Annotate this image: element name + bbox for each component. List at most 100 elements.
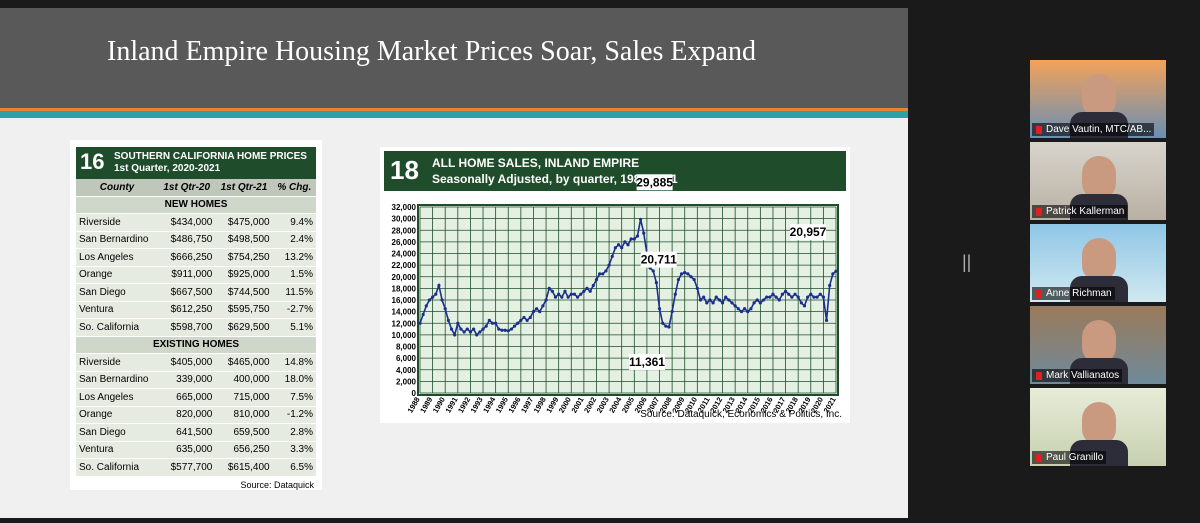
cell: $629,500 bbox=[215, 318, 273, 337]
data-point bbox=[509, 327, 513, 331]
data-point bbox=[525, 318, 529, 322]
cell: 665,000 bbox=[158, 388, 216, 407]
data-point bbox=[720, 301, 725, 305]
data-point bbox=[575, 295, 580, 299]
data-point bbox=[519, 318, 523, 322]
data-point bbox=[783, 289, 788, 293]
participant-name: Dave Vautin, MTC/AB... bbox=[1032, 123, 1155, 136]
data-point bbox=[459, 327, 463, 331]
cell: San Diego bbox=[76, 423, 159, 442]
data-point bbox=[758, 301, 762, 305]
data-label: 29,885 bbox=[636, 175, 673, 189]
cell: Los Angeles bbox=[76, 248, 159, 267]
data-point bbox=[664, 324, 668, 328]
cell: $754,250 bbox=[215, 248, 273, 267]
stripe bbox=[0, 111, 908, 118]
data-point bbox=[613, 246, 617, 250]
data-point bbox=[724, 295, 728, 299]
data-point bbox=[768, 295, 772, 299]
cell: 9.4% bbox=[272, 213, 316, 232]
data-point bbox=[512, 324, 517, 328]
table-row: So. California $598,700 $629,500 5.1% bbox=[76, 318, 316, 337]
data-point bbox=[828, 283, 832, 288]
table-title: SOUTHERN CALIFORNIA HOME PRICES 1st Quart… bbox=[114, 151, 307, 175]
data-point bbox=[557, 292, 561, 296]
cell: 820,000 bbox=[158, 406, 216, 424]
cell: 400,000 bbox=[215, 371, 273, 389]
data-point bbox=[806, 295, 810, 299]
cell: Riverside bbox=[76, 213, 159, 232]
data-point bbox=[815, 295, 819, 299]
data-point bbox=[560, 295, 564, 299]
chart-number: 18 bbox=[390, 155, 419, 185]
mic-icon bbox=[1036, 126, 1042, 134]
data-point bbox=[626, 243, 630, 247]
cell: 7.5% bbox=[272, 388, 316, 407]
table-source: Source: Dataquick bbox=[240, 479, 314, 490]
data-point bbox=[475, 333, 479, 337]
data-point bbox=[679, 272, 684, 276]
data-point bbox=[743, 307, 747, 311]
data-point bbox=[632, 237, 636, 241]
data-point bbox=[585, 286, 589, 290]
video-tile: Anne Richman bbox=[1030, 224, 1166, 302]
data-point bbox=[579, 292, 583, 296]
table-row: Riverside $434,000 $475,000 9.4% bbox=[76, 213, 316, 232]
table-row: San Bernardino 339,000 400,000 18.0% bbox=[76, 371, 316, 389]
data-label: 20,711 bbox=[641, 253, 677, 267]
data-point bbox=[771, 292, 775, 296]
data-point bbox=[686, 272, 690, 276]
data-point bbox=[528, 315, 532, 320]
data-point bbox=[702, 295, 706, 299]
slide-header: Inland Empire Housing Market Prices Soar… bbox=[0, 8, 908, 108]
cell: San Bernardino bbox=[76, 371, 159, 389]
cell: So. California bbox=[76, 318, 159, 337]
data-point bbox=[494, 321, 498, 325]
data-point bbox=[635, 234, 640, 238]
data-point bbox=[765, 295, 769, 299]
data-point bbox=[809, 292, 813, 296]
y-tick-label: 20,000 bbox=[392, 273, 417, 282]
data-point bbox=[727, 298, 731, 302]
chart-subtitle: Seasonally Adjusted, by quarter, 1988-20… bbox=[432, 172, 678, 186]
cell: $405,000 bbox=[158, 353, 216, 372]
data-point bbox=[431, 295, 435, 299]
section-name: NEW HOMES bbox=[76, 196, 316, 214]
table-row: Ventura 635,000 656,250 3.3% bbox=[76, 441, 316, 459]
table-number: 16 bbox=[80, 149, 105, 174]
data-point bbox=[418, 321, 422, 325]
data-point bbox=[639, 217, 643, 221]
data-point bbox=[695, 286, 699, 290]
participant-avatar bbox=[1082, 74, 1116, 118]
y-tick-label: 16,000 bbox=[392, 296, 417, 305]
data-point bbox=[787, 292, 791, 296]
table-row: San Diego 641,500 659,500 2.8% bbox=[76, 423, 316, 442]
data-point bbox=[683, 271, 687, 275]
data-point bbox=[708, 298, 712, 302]
cell: $465,000 bbox=[215, 353, 273, 372]
cell: Ventura bbox=[76, 441, 159, 459]
data-point bbox=[799, 301, 803, 305]
table: County 1st Qtr-20 1st Qtr-21% Chg. NEW HOME… bbox=[76, 179, 316, 477]
data-point bbox=[657, 307, 662, 311]
column-header: % Chg. bbox=[272, 179, 316, 197]
data-point bbox=[531, 310, 536, 314]
cell: 2.8% bbox=[272, 423, 316, 442]
data-point bbox=[503, 328, 507, 332]
data-point bbox=[516, 321, 520, 325]
data-point bbox=[443, 307, 447, 311]
data-point bbox=[831, 272, 835, 276]
cell: $666,250 bbox=[158, 248, 216, 267]
video-tile: Patrick Kallerman bbox=[1030, 142, 1166, 220]
cell: Orange bbox=[76, 406, 159, 424]
data-point bbox=[821, 295, 825, 299]
data-point bbox=[421, 312, 425, 317]
data-point bbox=[834, 269, 838, 273]
data-point bbox=[749, 307, 753, 311]
divider-handle[interactable]: || bbox=[962, 252, 972, 272]
data-point bbox=[714, 295, 718, 299]
video-tile: Paul Granillo bbox=[1030, 388, 1166, 466]
table-row: Orange $911,000 $925,000 1.5% bbox=[76, 266, 316, 284]
section-name: EXISTING HOMES bbox=[76, 336, 316, 354]
mic-icon bbox=[1036, 372, 1042, 380]
